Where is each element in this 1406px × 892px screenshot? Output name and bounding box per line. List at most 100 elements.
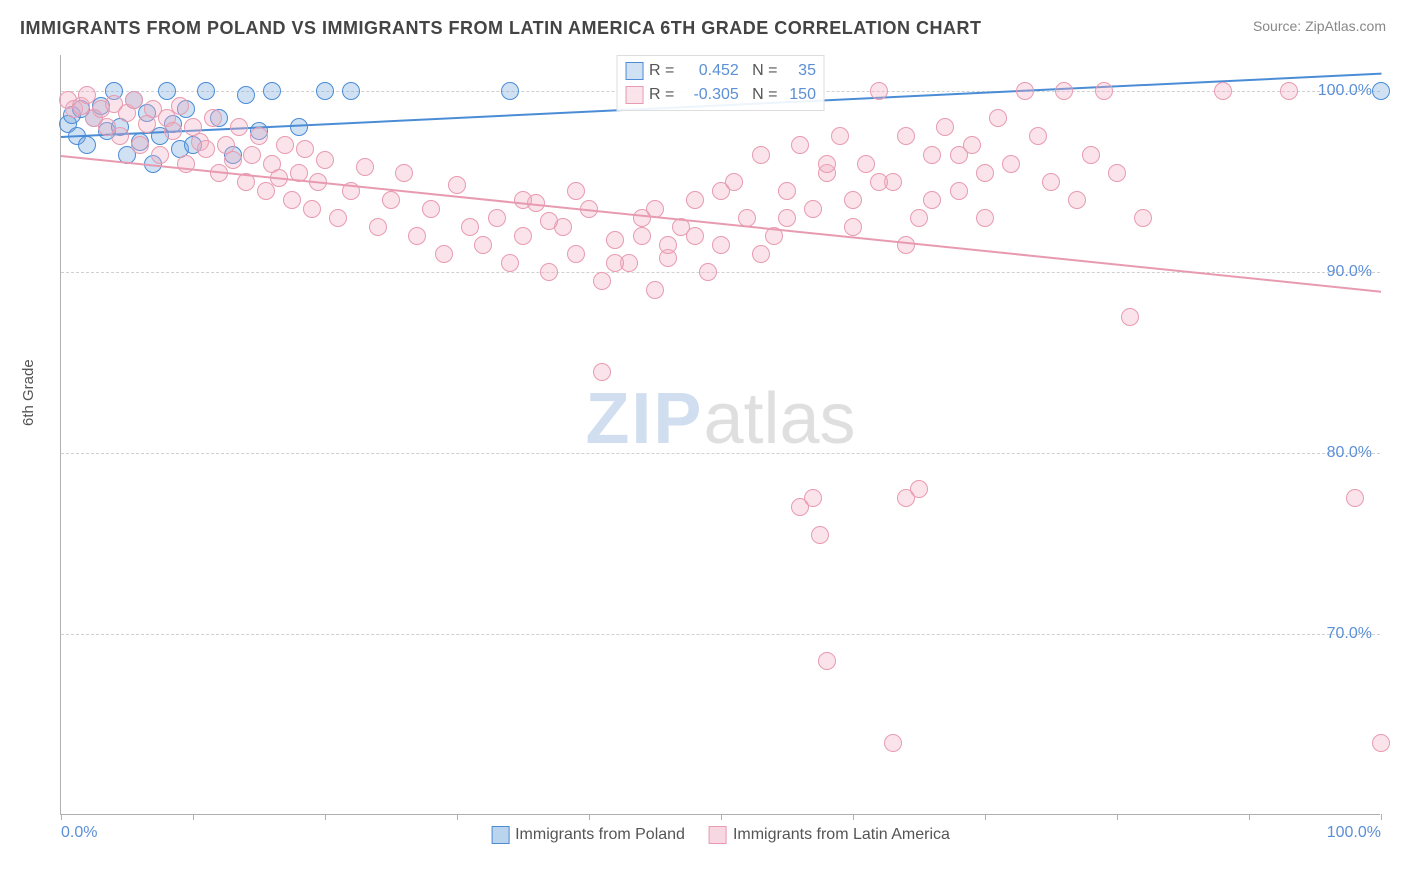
scatter-point xyxy=(243,146,261,164)
scatter-point xyxy=(342,82,360,100)
scatter-point xyxy=(540,263,558,281)
scatter-point xyxy=(514,191,532,209)
x-tick-label: 100.0% xyxy=(1327,824,1381,842)
scatter-point xyxy=(316,151,334,169)
scatter-point xyxy=(1029,127,1047,145)
chart-title: IMMIGRANTS FROM POLAND VS IMMIGRANTS FRO… xyxy=(20,18,981,39)
scatter-point xyxy=(1346,489,1364,507)
scatter-point xyxy=(897,127,915,145)
scatter-point xyxy=(686,191,704,209)
scatter-point xyxy=(923,191,941,209)
scatter-point xyxy=(250,127,268,145)
scatter-point xyxy=(197,82,215,100)
scatter-point xyxy=(844,191,862,209)
legend-correlation-row: R = -0.305 N = 150 xyxy=(625,83,816,107)
scatter-point xyxy=(474,236,492,254)
scatter-point xyxy=(111,127,129,145)
legend-swatch-icon xyxy=(709,826,727,844)
scatter-point xyxy=(1016,82,1034,100)
scatter-point xyxy=(1082,146,1100,164)
scatter-point xyxy=(818,652,836,670)
x-tick-label: 0.0% xyxy=(61,824,97,842)
scatter-point xyxy=(237,86,255,104)
scatter-point xyxy=(567,245,585,263)
scatter-point xyxy=(1042,173,1060,191)
scatter-point xyxy=(514,227,532,245)
scatter-point xyxy=(224,151,242,169)
x-tick-mark xyxy=(589,814,590,820)
x-tick-mark xyxy=(1381,814,1382,820)
chart-header: IMMIGRANTS FROM POLAND VS IMMIGRANTS FRO… xyxy=(20,18,1386,39)
scatter-point xyxy=(78,86,96,104)
scatter-point xyxy=(283,191,301,209)
scatter-point xyxy=(263,82,281,100)
legend-correlation-text: R = 0.452 N = 35 xyxy=(649,62,816,79)
x-tick-mark xyxy=(1249,814,1250,820)
scatter-point xyxy=(448,176,466,194)
scatter-point xyxy=(831,127,849,145)
legend-swatch-icon xyxy=(625,62,643,80)
scatter-point xyxy=(844,218,862,236)
scatter-point xyxy=(422,200,440,218)
scatter-point xyxy=(356,158,374,176)
y-tick-label: 90.0% xyxy=(1327,263,1372,281)
scatter-point xyxy=(204,109,222,127)
scatter-point xyxy=(1280,82,1298,100)
scatter-point xyxy=(158,82,176,100)
scatter-point xyxy=(1055,82,1073,100)
scatter-point xyxy=(1002,155,1020,173)
legend-correlation-row: R = 0.452 N = 35 xyxy=(625,59,816,83)
scatter-point xyxy=(164,122,182,140)
legend-series-label: Immigrants from Poland xyxy=(515,826,685,843)
legend-series-item: Immigrants from Poland xyxy=(491,826,685,843)
scatter-point xyxy=(461,218,479,236)
scatter-point xyxy=(593,363,611,381)
scatter-point xyxy=(870,82,888,100)
scatter-point xyxy=(78,136,96,154)
series-legend: Immigrants from Poland Immigrants from La… xyxy=(479,826,962,844)
scatter-point xyxy=(125,91,143,109)
scatter-point xyxy=(501,254,519,272)
x-tick-mark xyxy=(853,814,854,820)
scatter-point xyxy=(633,227,651,245)
chart-plot-area: ZIPatlas R = 0.452 N = 35 R = -0.305 N = … xyxy=(60,55,1380,815)
scatter-point xyxy=(567,182,585,200)
scatter-point xyxy=(976,164,994,182)
scatter-point xyxy=(659,236,677,254)
scatter-point xyxy=(395,164,413,182)
watermark: ZIPatlas xyxy=(585,378,855,460)
scatter-point xyxy=(976,209,994,227)
scatter-point xyxy=(633,209,651,227)
x-tick-mark xyxy=(721,814,722,820)
legend-series-item: Immigrants from Latin America xyxy=(709,826,950,843)
gridline-horizontal xyxy=(61,634,1380,635)
scatter-point xyxy=(686,227,704,245)
scatter-point xyxy=(131,136,149,154)
scatter-point xyxy=(936,118,954,136)
y-tick-label: 100.0% xyxy=(1318,82,1372,100)
scatter-point xyxy=(1372,734,1390,752)
scatter-point xyxy=(329,209,347,227)
scatter-point xyxy=(276,136,294,154)
scatter-point xyxy=(804,200,822,218)
scatter-point xyxy=(752,146,770,164)
scatter-point xyxy=(646,281,664,299)
scatter-point xyxy=(811,526,829,544)
scatter-point xyxy=(712,236,730,254)
scatter-point xyxy=(501,82,519,100)
scatter-point xyxy=(316,82,334,100)
scatter-point xyxy=(593,272,611,290)
legend-series-label: Immigrants from Latin America xyxy=(733,826,950,843)
scatter-point xyxy=(897,236,915,254)
scatter-point xyxy=(1095,82,1113,100)
scatter-point xyxy=(1134,209,1152,227)
scatter-point xyxy=(804,489,822,507)
scatter-point xyxy=(171,97,189,115)
scatter-point xyxy=(290,118,308,136)
legend-swatch-icon xyxy=(491,826,509,844)
scatter-point xyxy=(382,191,400,209)
x-tick-mark xyxy=(985,814,986,820)
legend-correlation-text: R = -0.305 N = 150 xyxy=(649,86,816,103)
scatter-point xyxy=(884,734,902,752)
scatter-point xyxy=(923,146,941,164)
